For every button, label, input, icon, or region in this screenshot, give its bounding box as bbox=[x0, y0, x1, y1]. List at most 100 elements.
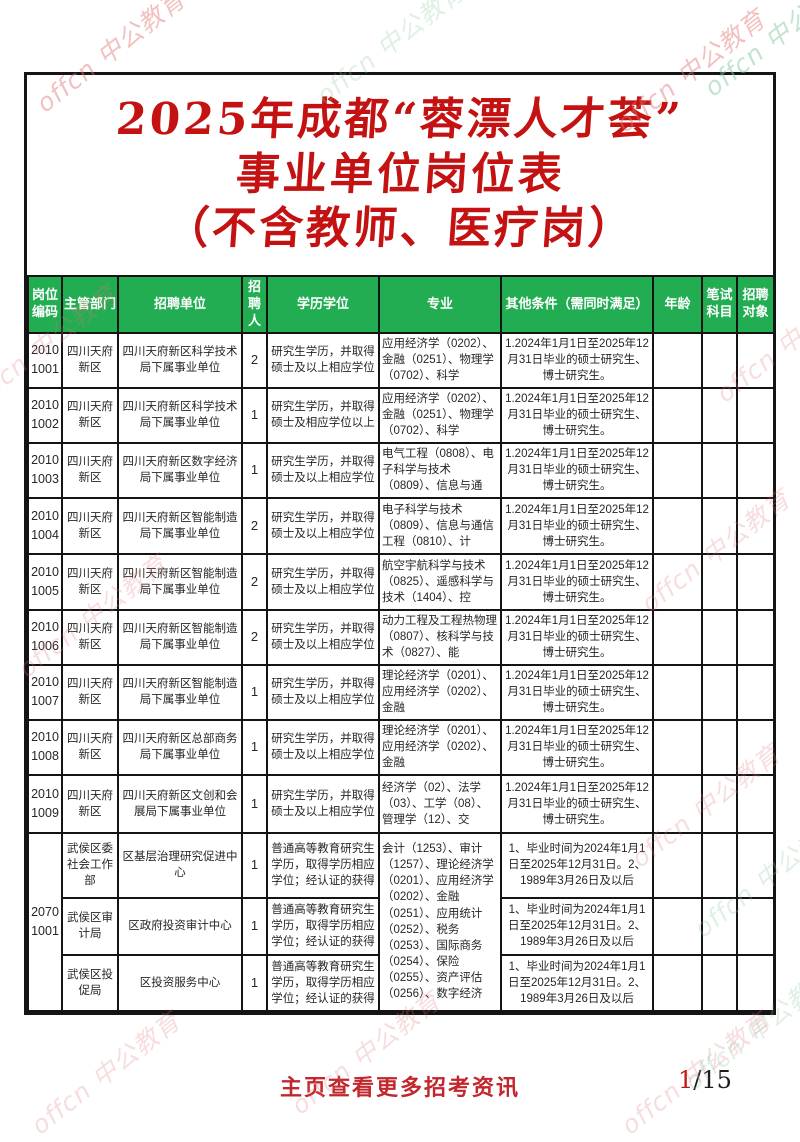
unit-cell: 四川天府新区总部商务局下属事业单位 bbox=[117, 718, 243, 776]
job-code-cell: 2010 1007 bbox=[27, 663, 63, 721]
col-header-target: 招聘对象 bbox=[736, 275, 775, 334]
age-cell bbox=[652, 831, 703, 899]
unit-cell: 四川天府新区科学技术局下属事业单位 bbox=[117, 386, 243, 444]
department-cell: 武侯区投促局 bbox=[61, 953, 119, 1012]
other-conditions-cell: 1.2024年1月1日至2025年12月31日毕业的硕士研究生、博士研究生。 bbox=[500, 773, 654, 834]
footer-home-link[interactable]: 主页查看更多招考资讯 bbox=[279, 1075, 521, 1100]
age-cell bbox=[652, 608, 703, 666]
page-number: 1/15 bbox=[678, 1066, 732, 1094]
target-cell bbox=[736, 386, 775, 444]
target-cell bbox=[736, 953, 775, 1012]
table-row: 2010 1002 四川天府新区 四川天府新区科学技术局下属事业单位 1 研究生学历，并取… bbox=[27, 386, 775, 444]
headcount-cell: 2 bbox=[241, 608, 268, 666]
target-cell bbox=[736, 496, 775, 555]
other-conditions-cell: 1.2024年1月1日至2025年12月31日毕业的硕士研究生、博士研究生。 bbox=[500, 718, 654, 776]
age-cell bbox=[652, 718, 703, 776]
job-code-cell: 2010 1004 bbox=[27, 496, 63, 555]
major-cell: 动力工程及工程热物理（0807）、核科学与技术（0827）、能 bbox=[378, 608, 502, 666]
title-line-2: 事业单位岗位表 bbox=[233, 148, 567, 200]
age-cell bbox=[652, 953, 703, 1012]
major-cell: 航空宇航科学与技术（0825）、遥感科学与技术（1404）、控 bbox=[378, 552, 502, 611]
education-cell: 普通高等教育研究生学历，取得学历相应学位；经认证的获得 bbox=[266, 831, 380, 899]
education-cell: 普通高等教育研究生学历，取得学历相应学位；经认证的获得 bbox=[266, 896, 380, 956]
table-row: 武侯区审计局 区政府投资审计中心 1 普通高等教育研究生学历，取得学历相应学位；经认证… bbox=[28, 896, 775, 956]
target-cell bbox=[736, 896, 775, 956]
col-header-exam-subject: 笔试科目 bbox=[701, 275, 738, 334]
headcount-cell: 2 bbox=[241, 496, 268, 555]
major-cell: 经济学（02）、法学（03）、工学（08）、管理学（12）、交 bbox=[378, 773, 502, 834]
other-conditions-cell: 1.2024年1月1日至2025年12月31日毕业的硕士研究生、博士研究生。 bbox=[500, 552, 654, 611]
unit-cell: 四川天府新区文创和会展局下属事业单位 bbox=[117, 773, 243, 834]
table-row: 2070 1001 武侯区委社会工作部 区基层治理研究促进中心 1 普通高等教育研究生学历… bbox=[27, 831, 775, 1012]
job-code-cell: 2010 1001 bbox=[27, 331, 63, 389]
department-cell: 四川天府新区 bbox=[61, 496, 119, 555]
headcount-cell: 2 bbox=[241, 552, 268, 611]
education-cell: 普通高等教育研究生学历，取得学历相应学位；经认证的获得 bbox=[266, 953, 380, 1012]
col-header-department: 主管部门 bbox=[61, 275, 119, 334]
table-body: 2010 1001 四川天府新区 四川天府新区科学技术局下属事业单位 2 研究生学历，并取… bbox=[27, 331, 775, 1012]
exam-subject-cell bbox=[701, 552, 738, 611]
age-cell bbox=[652, 663, 703, 721]
other-conditions-cell: 1.2024年1月1日至2025年12月31日毕业的硕士研究生、博士研究生。 bbox=[500, 663, 654, 721]
col-header-major: 专业 bbox=[378, 275, 502, 334]
table-row: 2010 1005 四川天府新区 四川天府新区智能制造局下属事业单位 2 研究生学历，并取… bbox=[27, 552, 775, 611]
education-cell: 研究生学历，并取得硕士及以上相应学位 bbox=[266, 718, 380, 776]
job-code-cell: 2010 1002 bbox=[27, 386, 63, 444]
unit-cell: 四川天府新区数字经济局下属事业单位 bbox=[117, 441, 243, 499]
other-conditions-cell: 1.2024年1月1日至2025年12月31日毕业的硕士研究生、博士研究生。 bbox=[500, 608, 654, 666]
other-conditions-cell: 1、毕业时间为2024年1月1日至2025年12月31日。2、1989年3月26… bbox=[500, 831, 654, 899]
col-header-age: 年龄 bbox=[652, 275, 703, 334]
education-cell: 研究生学历，并取得硕士及以上相应学位 bbox=[266, 552, 380, 611]
header-row: 岗位编码 主管部门 招聘单位 招聘人 学历学位 专业 其他条件（需同时满足） 年… bbox=[27, 275, 775, 334]
unit-cell: 区政府投资审计中心 bbox=[117, 896, 243, 956]
exam-subject-cell bbox=[701, 953, 738, 1012]
exam-subject-cell bbox=[701, 663, 738, 721]
department-cell: 四川天府新区 bbox=[61, 386, 119, 444]
department-cell: 四川天府新区 bbox=[61, 552, 119, 611]
unit-cell: 四川天府新区智能制造局下属事业单位 bbox=[117, 608, 243, 666]
unit-cell: 四川天府新区智能制造局下属事业单位 bbox=[117, 663, 243, 721]
education-cell: 研究生学历，并取得硕士及相应学位以上 bbox=[266, 386, 380, 444]
age-cell bbox=[652, 331, 703, 389]
other-conditions-cell: 1、毕业时间为2024年1月1日至2025年12月31日。2、1989年3月26… bbox=[500, 953, 654, 1012]
department-cell: 四川天府新区 bbox=[61, 773, 119, 834]
headcount-cell: 1 bbox=[241, 953, 268, 1012]
unit-cell: 四川天府新区科学技术局下属事业单位 bbox=[117, 331, 243, 389]
page-number-current: 1 bbox=[678, 1066, 694, 1094]
education-cell: 研究生学历，并取得硕士及以上相应学位 bbox=[266, 773, 380, 834]
department-cell: 四川天府新区 bbox=[61, 663, 119, 721]
target-cell bbox=[736, 331, 775, 389]
table-row: 武侯区投促局 区投资服务中心 1 普通高等教育研究生学历，取得学历相应学位；经认证的获… bbox=[28, 953, 775, 1012]
headcount-cell: 1 bbox=[241, 896, 268, 956]
education-cell: 研究生学历，并取得硕士及以上相应学位 bbox=[266, 496, 380, 555]
department-cell: 四川天府新区 bbox=[61, 441, 119, 499]
education-cell: 研究生学历，并取得硕士及以上相应学位 bbox=[266, 608, 380, 666]
table-row: 2010 1001 四川天府新区 四川天府新区科学技术局下属事业单位 2 研究生学历，并取… bbox=[27, 331, 775, 389]
exam-subject-cell bbox=[701, 496, 738, 555]
job-code-cell: 2010 1006 bbox=[27, 608, 63, 666]
department-cell: 四川天府新区 bbox=[61, 718, 119, 776]
unit-cell: 区基层治理研究促进中心 bbox=[117, 831, 243, 899]
age-cell bbox=[652, 441, 703, 499]
target-cell bbox=[736, 663, 775, 721]
major-cell: 会计（1253）、审计（1257）、理论经济学（0201）、应用经济学（0202… bbox=[378, 831, 502, 1012]
major-cell: 应用经济学（0202）、金融（0251）、物理学（0702）、科学 bbox=[378, 331, 502, 389]
department-cell: 四川天府新区 bbox=[61, 608, 119, 666]
other-conditions-cell: 1、毕业时间为2024年1月1日至2025年12月31日。2、1989年3月26… bbox=[500, 896, 654, 956]
title-line-3: （不含教师、医疗岗） bbox=[163, 203, 637, 255]
department-cell: 武侯区审计局 bbox=[61, 896, 119, 956]
headcount-cell: 1 bbox=[241, 663, 268, 721]
col-header-headcount: 招聘人 bbox=[241, 275, 268, 334]
other-conditions-cell: 1.2024年1月1日至2025年12月31日毕业的硕士研究生、博士研究生。 bbox=[500, 386, 654, 444]
major-cell: 理论经济学（0201）、应用经济学（0202）、金融 bbox=[378, 663, 502, 721]
age-cell bbox=[652, 896, 703, 956]
other-conditions-cell: 1.2024年1月1日至2025年12月31日毕业的硕士研究生、博士研究生。 bbox=[500, 331, 654, 389]
job-code-cell: 2010 1009 bbox=[27, 773, 63, 834]
age-cell bbox=[652, 386, 703, 444]
age-cell bbox=[652, 773, 703, 834]
document-title: 2025年成都“蓉漂人才荟” 事业单位岗位表 （不含教师、医疗岗） bbox=[27, 75, 773, 275]
exam-subject-cell bbox=[701, 718, 738, 776]
major-cell: 应用经济学（0202）、金融（0251）、物理学（0702）、科学 bbox=[378, 386, 502, 444]
job-positions-table: 岗位编码 主管部门 招聘单位 招聘人 学历学位 专业 其他条件（需同时满足） 年… bbox=[27, 275, 775, 1012]
col-header-other-conditions: 其他条件（需同时满足） bbox=[500, 275, 654, 334]
